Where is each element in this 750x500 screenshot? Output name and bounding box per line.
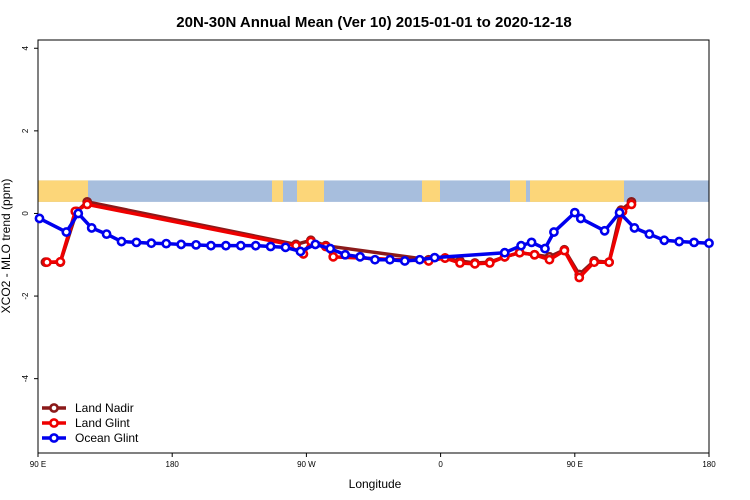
data-point (575, 213, 586, 224)
data-point (42, 257, 52, 268)
data-point (614, 207, 625, 218)
data-point (499, 247, 510, 258)
legend-marker (49, 433, 59, 443)
data-point (34, 213, 45, 224)
legend-label: Ocean Glint (75, 431, 139, 445)
series-ocean-glint (34, 207, 714, 266)
legend-label: Land Glint (75, 416, 130, 430)
map-land (510, 180, 526, 202)
x-axis-label: Longitude (349, 477, 402, 491)
legend-item: Ocean Glint (42, 431, 139, 445)
data-point (604, 257, 614, 268)
data-point (325, 243, 336, 254)
data-point (73, 208, 84, 219)
legend-label: Land Nadir (75, 401, 134, 415)
data-point (82, 199, 93, 210)
chart-title: 20N-30N Annual Mean (Ver 10) 2015-01-01 … (176, 14, 571, 31)
y-tick-label: -2 (21, 292, 30, 300)
data-point (310, 239, 321, 250)
world-map-strip (38, 180, 709, 202)
data-point (280, 242, 291, 253)
data-point (295, 246, 306, 257)
data-point (559, 245, 570, 256)
data-point (176, 239, 187, 250)
data-point (574, 272, 585, 283)
data-point (399, 256, 410, 266)
data-point (385, 254, 395, 265)
data-point (235, 240, 246, 251)
data-point (704, 238, 714, 249)
data-point (206, 240, 216, 251)
data-point (116, 236, 127, 247)
data-point (146, 238, 157, 249)
data-point (549, 227, 559, 237)
data-point (265, 241, 276, 252)
data-point (328, 251, 339, 262)
data-point (429, 252, 440, 263)
data-point (589, 257, 600, 268)
map-land (297, 180, 324, 202)
y-axis-label: XCO2 - MLO trend (ppm) (0, 179, 13, 314)
data-point (355, 251, 365, 262)
data-point (86, 223, 97, 233)
x-tick-label: 90 W (297, 460, 316, 469)
data-point (101, 229, 112, 240)
map-land (272, 180, 283, 202)
data-point (455, 258, 465, 268)
data-point (484, 258, 495, 268)
data-point (191, 239, 201, 250)
legend-item: Land Nadir (42, 401, 134, 415)
data-point (516, 240, 527, 251)
series-land-nadir (40, 196, 637, 280)
map-land (422, 180, 440, 202)
data-point (626, 199, 637, 210)
data-point (529, 249, 540, 260)
map-land (530, 180, 624, 202)
data-point (131, 237, 142, 248)
legend-marker (49, 418, 59, 428)
legend-item: Land Glint (42, 416, 130, 430)
x-tick-label: 0 (438, 460, 443, 469)
data-point (689, 237, 699, 248)
map-land (38, 180, 88, 202)
data-point (161, 238, 172, 249)
data-point (250, 240, 261, 251)
y-tick-label: 0 (21, 211, 30, 216)
y-tick-label: 4 (21, 45, 30, 50)
x-tick-label: 90 E (567, 460, 583, 469)
y-tick-label: -4 (21, 375, 30, 383)
data-point (61, 227, 72, 237)
data-point (414, 254, 425, 265)
data-point (469, 258, 480, 269)
data-point (644, 229, 655, 240)
x-tick-label: 180 (702, 460, 716, 469)
x-tick-label: 90 E (30, 460, 46, 469)
data-point (569, 207, 580, 218)
data-point (674, 236, 685, 247)
legend-marker (49, 403, 59, 413)
data-point (220, 240, 231, 251)
y-tick-label: 2 (21, 128, 30, 133)
data-point (370, 254, 380, 265)
data-point (55, 256, 66, 267)
data-point (599, 225, 610, 236)
data-point (526, 237, 537, 248)
data-point (540, 243, 550, 254)
data-point (544, 254, 555, 265)
data-point (629, 223, 640, 233)
data-point (659, 235, 670, 246)
x-tick-label: 180 (166, 460, 180, 469)
data-point (340, 249, 351, 260)
